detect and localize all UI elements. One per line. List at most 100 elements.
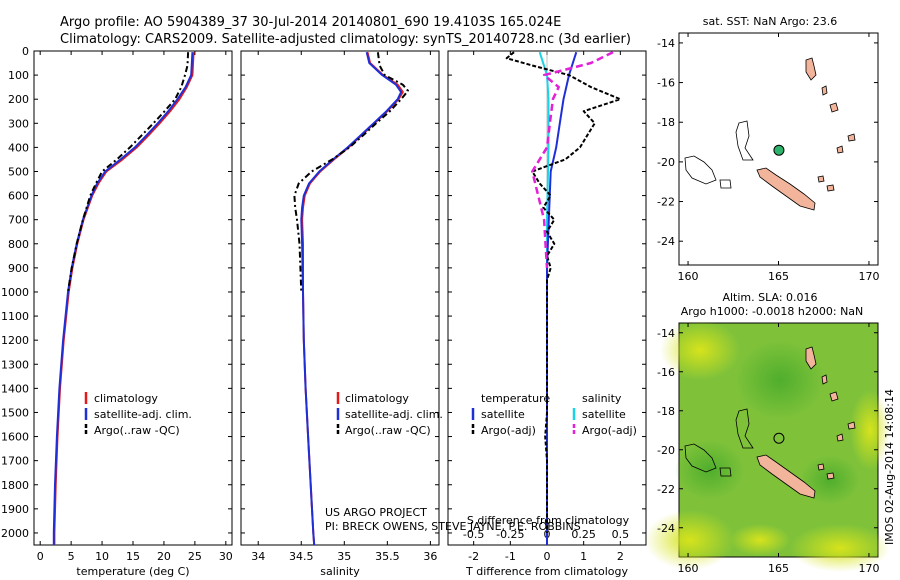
top-x-tick-label: -0.25 bbox=[496, 528, 524, 541]
top-x-tick-label: 0.25 bbox=[571, 528, 596, 541]
legend-label-t-argo: Argo(-adj) bbox=[481, 424, 536, 437]
depth-tick-label: 1100 bbox=[1, 310, 29, 323]
x-tick-label: 5 bbox=[68, 550, 75, 563]
depth-tick-label: 100 bbox=[8, 69, 29, 82]
credits-line1: US ARGO PROJECT bbox=[325, 506, 427, 519]
difference-top-xlabel: S difference from climatology bbox=[467, 514, 630, 527]
header-line1: Argo profile: AO 5904389_37 30-Jul-2014 … bbox=[60, 15, 561, 30]
difference-legend: temperature satellite Argo(-adj) salinit… bbox=[471, 392, 637, 437]
climatology-line bbox=[301, 51, 404, 546]
map-y-tick-label: -24 bbox=[657, 235, 675, 248]
temperature-satellite-diff-line bbox=[546, 51, 578, 545]
x-tick-label: 34 bbox=[251, 550, 265, 563]
vanuatu-island bbox=[821, 374, 828, 385]
altim-map-islands bbox=[684, 346, 856, 499]
map-y-tick-label: -18 bbox=[657, 405, 675, 418]
altim-map-title: Altim. SLA: 0.016 bbox=[722, 291, 817, 304]
depth-tick-label: 800 bbox=[8, 238, 29, 251]
header-line2: Climatology: CARS2009. Satellite-adjuste… bbox=[60, 32, 631, 47]
credits-line2: PI: BRECK OWENS, STEVE JAYNE, P.E. ROBBI… bbox=[325, 520, 581, 533]
depth-tick-label: 1400 bbox=[1, 382, 29, 395]
argo-float-marker bbox=[773, 144, 785, 156]
sla-high-blob bbox=[790, 524, 890, 572]
altim-map-y-ticks: -14 -16 -18 -20 -22 -24 bbox=[657, 327, 878, 535]
sla-low-blob bbox=[800, 455, 860, 505]
map-x-tick-label: 165 bbox=[768, 270, 789, 283]
depth-tick-label: 1900 bbox=[1, 503, 29, 516]
x-tick-label: 1 bbox=[580, 550, 587, 563]
legend-label-argo: Argo(..raw -QC) bbox=[345, 424, 431, 437]
salinity-x-ticks: 34 34.5 35 35.5 36 bbox=[251, 51, 437, 563]
temperature-series bbox=[52, 52, 195, 545]
reef-outline bbox=[719, 179, 732, 189]
reef-outline bbox=[735, 120, 754, 161]
x-tick-label: 35 bbox=[337, 550, 351, 563]
salinity-xlabel: salinity bbox=[320, 565, 360, 578]
reef-outline bbox=[719, 467, 732, 477]
vanuatu-island bbox=[847, 421, 856, 430]
x-tick-label: -1 bbox=[505, 550, 516, 563]
sla-high-blob bbox=[850, 390, 890, 470]
depth-tick-label: 300 bbox=[8, 117, 29, 130]
map-y-tick-label: -18 bbox=[657, 116, 675, 129]
map-y-tick-label: -14 bbox=[657, 327, 675, 340]
legend-label-satellite: satellite-adj. clim. bbox=[345, 408, 443, 421]
depth-tick-label: 1000 bbox=[1, 286, 29, 299]
x-tick-label: 0 bbox=[544, 550, 551, 563]
sst-map-title: sat. SST: NaN Argo: 23.6 bbox=[703, 15, 837, 28]
x-tick-label: 15 bbox=[126, 550, 140, 563]
salinity-panel-frame bbox=[240, 50, 440, 546]
map-x-tick-label: 170 bbox=[858, 270, 879, 283]
top-x-tick-label: -0.5 bbox=[463, 528, 484, 541]
x-tick-label: 35.5 bbox=[375, 550, 400, 563]
x-tick-label: -2 bbox=[468, 550, 479, 563]
imos-timestamp: IMOS 02-Aug-2014 14:08:14 bbox=[883, 389, 896, 545]
map-x-tick-label: 170 bbox=[858, 562, 879, 575]
altim-map-x-ticks: 160 165 170 bbox=[678, 323, 879, 575]
reef-outline bbox=[684, 443, 717, 473]
vanuatu-island bbox=[821, 85, 828, 96]
x-tick-label: 36 bbox=[423, 550, 437, 563]
satellite-line bbox=[52, 52, 194, 545]
map-x-tick-label: 165 bbox=[768, 562, 789, 575]
x-tick-label: 0 bbox=[37, 550, 44, 563]
map-x-tick-label: 160 bbox=[678, 270, 699, 283]
temperature-legend: climatology satellite-adj. clim. Argo(..… bbox=[84, 392, 192, 437]
legend-title-salinity: salinity bbox=[582, 392, 622, 405]
depth-tick-label: 600 bbox=[8, 190, 29, 203]
legend-label-climatology: climatology bbox=[94, 392, 158, 405]
legend-label-t-satellite: satellite bbox=[481, 408, 525, 421]
map-x-tick-label: 160 bbox=[678, 562, 699, 575]
legend-label-satellite: satellite-adj. clim. bbox=[94, 408, 192, 421]
depth-tick-label: 1800 bbox=[1, 479, 29, 492]
map-y-tick-label: -16 bbox=[657, 77, 675, 90]
map-y-tick-label: -20 bbox=[657, 156, 675, 169]
legend-label-argo: Argo(..raw -QC) bbox=[94, 424, 180, 437]
temperature-panel-frame bbox=[33, 50, 233, 546]
loyalty-island bbox=[817, 175, 825, 183]
depth-tick-label: 700 bbox=[8, 214, 29, 227]
depth-tick-label: 900 bbox=[8, 262, 29, 275]
legend-title-temperature: temperature bbox=[481, 392, 550, 405]
depth-tick-label: 400 bbox=[8, 141, 29, 154]
depth-tick-label: 0 bbox=[22, 45, 29, 58]
argo-float-marker bbox=[773, 432, 785, 444]
difference-x-ticks: -2 -1 0 1 2 bbox=[468, 51, 624, 563]
depth-tick-label: 500 bbox=[8, 165, 29, 178]
map-y-tick-label: -14 bbox=[657, 37, 675, 50]
sst-map: 160 165 170 -14 -16 -18 -20 -22 -24 bbox=[657, 32, 879, 283]
vanuatu-island bbox=[829, 102, 839, 113]
temperature-argo-diff-line bbox=[505, 51, 622, 533]
vanuatu-island bbox=[836, 145, 844, 154]
legend-label-s-satellite: satellite bbox=[582, 408, 626, 421]
vanuatu-island bbox=[805, 57, 817, 81]
x-tick-label: 20 bbox=[157, 550, 171, 563]
argo-line bbox=[67, 52, 190, 293]
depth-tick-label: 1500 bbox=[1, 406, 29, 419]
satellite-line bbox=[300, 51, 403, 546]
depth-tick-label: 1300 bbox=[1, 358, 29, 371]
loyalty-island bbox=[817, 463, 825, 471]
new-caledonia-island bbox=[756, 167, 816, 211]
map-y-tick-label: -24 bbox=[657, 522, 675, 535]
depth-tick-label: 2000 bbox=[1, 527, 29, 540]
